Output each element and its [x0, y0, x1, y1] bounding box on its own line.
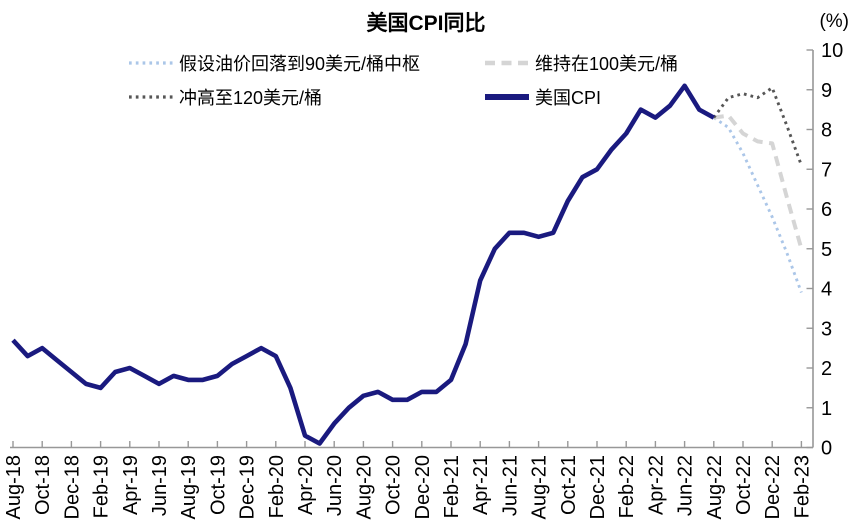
x-tick-label: Dec-21 [587, 455, 609, 519]
series-line-oil100 [713, 113, 804, 250]
y-tick-label: 9 [821, 80, 832, 102]
series-line-cpi [11, 83, 715, 446]
y-axis-unit-label: (%) [819, 11, 849, 32]
legend-item-oil120: 冲高至120美元/桶 [128, 83, 484, 111]
y-tick-label: 7 [821, 159, 832, 181]
x-tick-label: Feb-22 [616, 455, 638, 518]
x-tick-label: Apr-20 [295, 455, 317, 515]
series-line-oil120 [712, 86, 803, 166]
x-tick-label: Apr-21 [470, 455, 492, 515]
legend-label: 维持在100美元/桶 [535, 54, 679, 74]
x-tick-label: Oct-18 [32, 455, 54, 515]
legend-marker-oil100 [485, 60, 529, 66]
x-tick-label: Aug-19 [178, 455, 200, 520]
legend-label: 假设油价回落到90美元/桶中枢 [179, 54, 421, 74]
legend-label: 美国CPI [535, 88, 602, 108]
y-tick-label: 4 [821, 279, 832, 301]
y-tick-label: 10 [821, 40, 843, 62]
x-tick-label: Aug-22 [704, 455, 726, 520]
x-tick-label: Aug-21 [529, 455, 551, 520]
legend-label: 冲高至120美元/桶 [179, 88, 323, 108]
x-tick-label: Feb-23 [791, 455, 813, 518]
legend-marker-oil120 [129, 95, 173, 99]
x-tick-label: Jun-22 [675, 455, 697, 516]
legend-item-cpi: 美国CPI [484, 83, 678, 111]
x-tick-label: Aug-20 [353, 455, 375, 520]
x-tick-label: Dec-18 [61, 455, 83, 519]
x-tick-label: Apr-22 [645, 455, 667, 515]
legend-marker-cpi [485, 94, 529, 100]
y-tick-label: 5 [821, 239, 832, 261]
legend-item-oil100: 维持在100美元/桶 [484, 49, 678, 77]
x-tick-label: Oct-20 [383, 455, 405, 515]
y-tick-label: 6 [821, 199, 832, 221]
series-line-oil90 [712, 116, 803, 293]
x-tick-label: Oct-19 [207, 455, 229, 515]
chart-legend: 假设油价回落到90美元/桶中枢 维持在100美元/桶冲高至120美元/桶 美国CPI [128, 49, 678, 111]
y-tick-label: 8 [821, 120, 832, 142]
x-tick-label: Oct-21 [558, 455, 580, 515]
x-tick-label: Jun-21 [499, 455, 521, 516]
x-tick-label: Dec-20 [412, 455, 434, 519]
y-tick-label: 1 [821, 398, 832, 420]
legend-marker-oil90 [129, 61, 173, 65]
legend-item-oil90: 假设油价回落到90美元/桶中枢 [128, 49, 484, 77]
chart-title: 美国CPI同比 [366, 12, 486, 35]
x-tick-label: Feb-21 [441, 455, 463, 518]
y-tick-label: 0 [821, 438, 832, 460]
x-tick-label: Feb-19 [91, 455, 113, 518]
x-tick-label: Dec-22 [762, 455, 784, 519]
x-tick-label: Aug-18 [3, 455, 25, 520]
y-tick-label: 3 [821, 318, 832, 340]
x-tick-label: Feb-20 [266, 455, 288, 518]
x-tick-label: Jun-20 [324, 455, 346, 516]
x-tick-label: Apr-19 [120, 455, 142, 515]
x-tick-label: Jun-19 [149, 455, 171, 516]
x-tick-label: Oct-22 [733, 455, 755, 515]
x-tick-label: Dec-19 [237, 455, 259, 519]
y-tick-label: 2 [821, 358, 832, 380]
